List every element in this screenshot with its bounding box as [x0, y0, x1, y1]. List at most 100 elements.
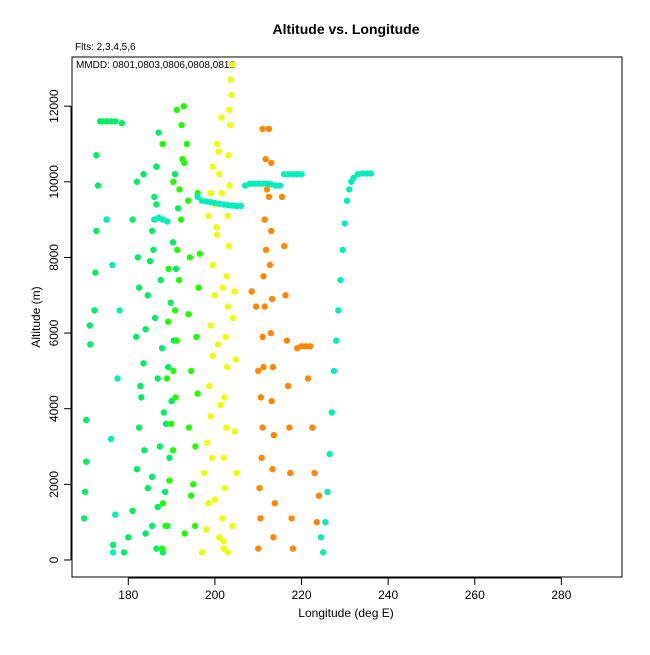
data-point	[180, 103, 187, 110]
data-point	[141, 447, 148, 454]
data-point	[170, 367, 177, 375]
data-point	[226, 106, 233, 114]
data-point	[213, 231, 221, 238]
data-point	[171, 307, 179, 314]
data-point	[80, 515, 88, 522]
data-point	[259, 125, 266, 133]
data-point	[156, 443, 164, 450]
data-point	[203, 439, 211, 446]
data-point	[227, 76, 235, 83]
data-point	[218, 189, 225, 197]
data-point	[219, 284, 226, 291]
data-point	[153, 545, 160, 552]
data-point	[176, 186, 183, 193]
data-point	[228, 91, 235, 99]
data-point	[269, 466, 276, 473]
data-point	[172, 265, 180, 272]
data-point	[208, 454, 216, 462]
data-point	[217, 401, 224, 409]
data-point	[172, 394, 179, 401]
data-point	[154, 375, 161, 382]
data-point	[150, 246, 157, 254]
data-point	[287, 469, 294, 477]
data-point	[257, 515, 264, 522]
x-tick-label: 220	[292, 588, 312, 602]
data-point	[83, 416, 90, 424]
data-point	[120, 549, 128, 556]
data-point	[211, 292, 219, 299]
data-point	[158, 545, 166, 552]
data-point	[209, 261, 216, 269]
data-point	[206, 382, 213, 390]
points-layer	[80, 61, 374, 556]
data-point	[132, 333, 140, 341]
data-point	[272, 182, 279, 189]
data-point	[107, 435, 115, 443]
x-tick-label: 280	[551, 588, 571, 602]
data-point	[144, 484, 151, 492]
data-point	[196, 250, 203, 257]
data-point	[159, 500, 167, 507]
data-point	[187, 492, 195, 499]
data-point	[214, 341, 222, 348]
data-point	[171, 171, 179, 178]
data-point	[163, 375, 170, 382]
data-point	[187, 367, 195, 375]
series-4	[248, 125, 323, 552]
data-point	[285, 171, 292, 178]
chart-subtitle: Flts: 2,3,4,5,6	[75, 42, 136, 53]
data-point	[165, 265, 172, 272]
data-point	[213, 224, 220, 231]
data-point	[304, 375, 312, 382]
data-point	[193, 333, 200, 341]
data-point	[229, 314, 237, 322]
data-point	[261, 303, 268, 310]
data-point	[112, 511, 119, 518]
y-tick-label: 8000	[47, 244, 61, 271]
series-3	[198, 61, 240, 556]
data-point	[174, 205, 182, 212]
data-point	[266, 261, 274, 269]
data-point	[169, 239, 177, 246]
data-point	[181, 530, 188, 537]
data-point	[335, 307, 342, 314]
plot-frame	[71, 56, 623, 578]
data-point	[164, 318, 172, 325]
data-point	[232, 356, 239, 363]
data-point	[317, 534, 325, 541]
data-point	[215, 148, 222, 155]
data-point	[164, 218, 171, 225]
data-point	[116, 307, 123, 314]
data-point	[315, 492, 323, 499]
data-point	[203, 526, 210, 533]
data-point	[207, 322, 214, 329]
data-point	[229, 61, 236, 68]
data-point	[226, 121, 234, 129]
data-point	[309, 424, 316, 431]
data-point	[185, 424, 193, 431]
x-tick-label: 180	[118, 588, 138, 602]
data-point	[175, 276, 183, 284]
data-point	[268, 227, 275, 235]
data-point	[209, 163, 216, 170]
data-point	[220, 545, 227, 552]
data-point	[140, 171, 147, 178]
data-point	[109, 541, 117, 549]
data-point	[224, 212, 231, 219]
data-point	[93, 152, 100, 159]
data-point	[140, 360, 147, 367]
data-point	[200, 469, 208, 477]
data-point	[220, 454, 227, 462]
x-tick-label: 260	[465, 588, 485, 602]
data-point	[278, 193, 286, 201]
data-point	[346, 186, 353, 193]
series-2	[158, 103, 203, 552]
data-point	[262, 155, 269, 163]
data-point	[311, 469, 318, 477]
y-tick-label: 0	[47, 556, 61, 563]
data-point	[223, 363, 231, 371]
data-point	[222, 333, 229, 341]
data-point	[220, 537, 227, 545]
data-point	[255, 180, 262, 187]
